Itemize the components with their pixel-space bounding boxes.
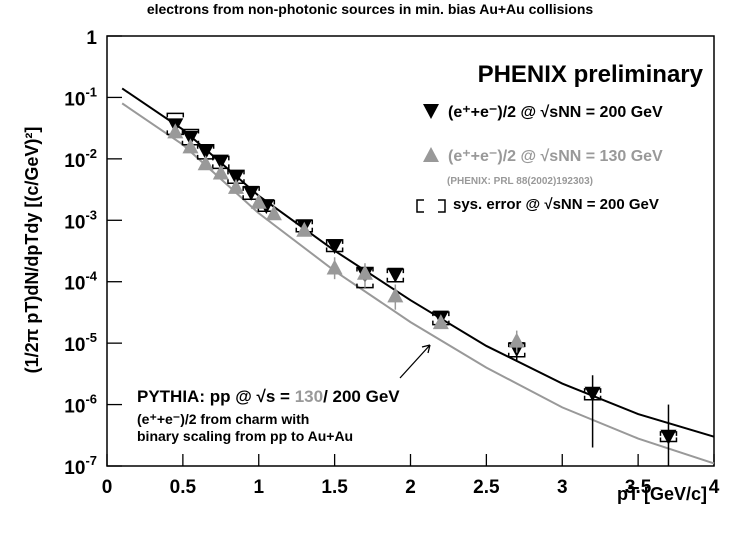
y-tick-label: 10-4: [64, 269, 97, 295]
data-point: [227, 170, 244, 186]
data-point: [212, 154, 229, 170]
arrow: [399, 344, 431, 379]
x-tick-label: 4: [709, 477, 720, 498]
pythia-label: PYTHIA: pp @ √s = 130/ 200 GeV: [137, 387, 400, 406]
data-point: [212, 164, 229, 180]
legend-label: (e⁺+e⁻)/2 @ √sNN = 200 GeV: [448, 104, 663, 121]
y-tick-exponent: -5: [85, 330, 97, 345]
x-tick-label: 1.5: [321, 477, 348, 498]
data-point: [660, 429, 677, 445]
x-tick-label: 3: [557, 477, 568, 498]
y-tick-label: 10-7: [64, 453, 97, 479]
y-axis-label: (1/2π pT)dN/dpTdy [(c/GeV)²]: [22, 127, 42, 374]
data-point: [197, 144, 214, 160]
data-point: [197, 155, 214, 171]
y-tick-label: 1: [86, 28, 97, 49]
x-tick-label: 2.5: [473, 477, 500, 498]
legend-symbol: [423, 147, 439, 162]
data-point: [227, 178, 244, 194]
y-tick-base: 10: [64, 89, 85, 110]
y-tick-base: 10: [64, 151, 85, 172]
data-point: [265, 205, 282, 221]
y-tick-base: 10: [64, 274, 85, 295]
experiment-label: PHENIX preliminary: [478, 61, 704, 88]
x-tick-label: 2: [405, 477, 416, 498]
sys-error: [196, 143, 215, 149]
x-tick-label: 3.5: [625, 477, 652, 498]
y-tick-base: 10: [64, 397, 85, 418]
y-tick-base: 1: [86, 28, 97, 49]
data-point: [250, 193, 267, 209]
y-tick-exponent: -3: [85, 207, 97, 222]
sys-error: [181, 128, 200, 134]
y-tick-base: 10: [64, 458, 85, 479]
data-point: [182, 138, 199, 154]
y-tick-exponent: -6: [85, 392, 97, 407]
y-tick-exponent: -1: [85, 84, 97, 99]
data-point: [356, 264, 373, 280]
data-point: [387, 267, 404, 283]
y-tick-label: 10-2: [64, 146, 97, 172]
data-point: [387, 287, 404, 303]
data-point: [326, 239, 343, 255]
y-tick-label: 10-3: [64, 207, 97, 233]
x-tick-label: 0.5: [170, 477, 197, 498]
x-tick-label: 0: [102, 477, 113, 498]
charm-line2: binary scaling from pp to Au+Au: [137, 428, 353, 444]
y-tick-label: 10-5: [64, 330, 97, 356]
pythia-200: / 200 GeV: [323, 387, 400, 406]
data-point: [167, 123, 184, 139]
y-tick-label: 10-6: [64, 392, 97, 418]
data-point: [508, 332, 525, 348]
data-point: [243, 185, 260, 201]
legend-symbol: [423, 104, 439, 119]
data-point: [432, 314, 449, 330]
data-point: [584, 386, 601, 402]
sys-error: [166, 112, 185, 118]
sys-legend-symbol: [416, 199, 446, 213]
data-point: [296, 221, 313, 237]
y-tick-exponent: -4: [85, 269, 97, 284]
legend-label: (e⁺+e⁻)/2 @ √sNN = 130 GeV: [448, 148, 663, 165]
y-tick-label: 10-1: [64, 84, 97, 110]
y-tick-exponent: -7: [85, 453, 97, 468]
chart-title: electrons from non-photonic sources in m…: [147, 1, 594, 17]
x-axis-label: pT [GeV/c]: [617, 484, 707, 504]
charm-line1: (e⁺+e⁻)/2 from charm with: [137, 411, 309, 427]
data-point: [326, 259, 343, 275]
pythia-curve: [121, 87, 715, 438]
pythia-prefix: PYTHIA: pp @ √s =: [137, 387, 295, 406]
reference-label: (PHENIX: PRL 88(2002)192303): [447, 176, 593, 187]
pythia-130: 130: [295, 387, 323, 406]
sys-label: sys. error @ √sNN = 200 GeV: [453, 196, 659, 213]
y-tick-base: 10: [64, 335, 85, 356]
y-tick-base: 10: [64, 212, 85, 233]
x-tick-label: 1: [253, 477, 264, 498]
y-tick-exponent: -2: [85, 146, 97, 161]
